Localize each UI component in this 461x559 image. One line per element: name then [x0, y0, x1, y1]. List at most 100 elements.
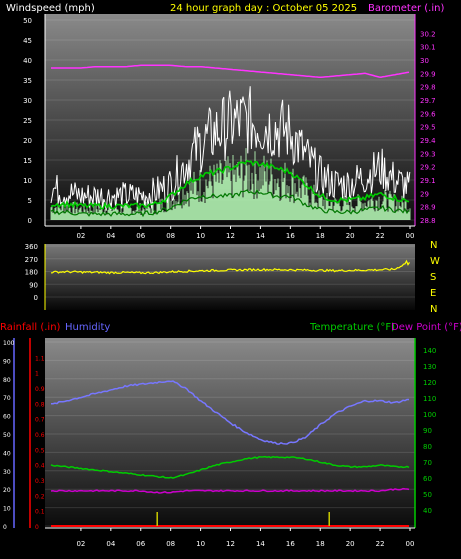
temp-x-axis: 02 04 06 08 10 12 14 16 18 20 22 00: [45, 527, 415, 548]
wind-direction-line: [50, 259, 410, 275]
compass-label: S: [430, 272, 436, 283]
wind-x-tick-label: 16: [286, 232, 295, 240]
rain-tick-label: 0.2: [35, 493, 45, 500]
humidity-axis-title: Humidity: [65, 322, 110, 333]
windspeed-tick-label: 30: [23, 97, 32, 105]
humidity-y-axis: 0 10 20 30 40 50 60 70 80 90 100: [3, 338, 15, 531]
temp-x-tick-label: 04: [106, 540, 115, 548]
direction-y-axis: 0 90 180 270 360: [25, 243, 46, 310]
humidity-tick-label: 80: [3, 377, 11, 384]
windspeed-tick-label: 45: [23, 37, 32, 45]
windspeed-tick-label: 20: [23, 137, 32, 145]
humidity-line: [50, 380, 409, 445]
temperature-tick-label: 80: [423, 443, 432, 451]
temp-grid: [45, 341, 415, 527]
barometer-tick-label: 29.7: [420, 97, 436, 105]
humidity-tick-label: 10: [3, 506, 11, 513]
humidity-tick-label: 30: [3, 469, 11, 476]
wind-series: [50, 64, 411, 220]
barometer-tick-label: 29: [420, 190, 429, 198]
direction-tick-label: 0: [34, 294, 38, 302]
windspeed-tick-label: 25: [23, 117, 32, 125]
barometer-tick-label: 29.5: [420, 124, 436, 132]
windspeed-average-line: [50, 159, 410, 211]
humidity-tick-label: 60: [3, 414, 11, 421]
windspeed-axis-title: Windspeed (mph): [6, 3, 95, 14]
barometer-tick-label: 29.1: [420, 177, 436, 185]
wind-x-axis: 02 04 06 08 10 12 14 16 18 20 22 00: [45, 225, 415, 240]
barometer-tick-label: 29.9: [420, 70, 436, 78]
rain-tick-label: 0.8: [35, 401, 45, 408]
compass-label: W: [430, 256, 440, 267]
temperature-axis-title: Temperature (°F): [309, 322, 395, 333]
rain-tick-label: 0.1: [35, 509, 45, 516]
windspeed-y-axis: 0 5 10 15 20 25 30 35 40 45 50: [23, 14, 46, 226]
chart-title: 24 hour graph day : October 05 2025: [170, 3, 357, 14]
barometer-tick-label: 29.3: [420, 150, 436, 158]
temp-x-tick-label: 08: [166, 540, 175, 548]
temp-plot-area: [45, 338, 415, 528]
barometer-tick-label: 29.8: [420, 84, 436, 92]
barometer-tick-label: 29.4: [420, 137, 436, 145]
rain-tick-label: 0.4: [35, 463, 45, 470]
wind-x-tick-label: 00: [406, 232, 415, 240]
dewpoint-axis-title: Dew Point (°F): [391, 322, 461, 333]
windspeed-tick-label: 0: [28, 217, 32, 225]
temp-x-tick-label: 00: [406, 540, 415, 548]
direction-tick-label: 90: [29, 281, 38, 289]
wind-x-tick-label: 20: [346, 232, 355, 240]
barometer-tick-label: 29.2: [420, 164, 436, 172]
barometer-tick-label: 28.9: [420, 204, 436, 212]
temp-x-tick-label: 14: [256, 540, 265, 548]
humidity-tick-label: 50: [3, 432, 11, 439]
wind-x-tick-label: 12: [226, 232, 235, 240]
rain-tick-label: 0.6: [35, 432, 45, 439]
direction-tick-label: 360: [25, 243, 38, 251]
humidity-tick-label: 90: [3, 358, 11, 365]
rain-tick-label: 0: [35, 524, 39, 531]
rain-y-axis: 0 0.1 0.2 0.3 0.4 0.5 0.6 0.7 0.8 0.9 1 1.1: [29, 338, 45, 531]
direction-grid: [45, 245, 415, 298]
temperature-tick-label: 140: [423, 347, 436, 355]
rainfall-axis-title: Rainfall (.in): [0, 322, 61, 333]
direction-tick-label: 180: [25, 269, 38, 277]
wind-x-tick-label: 08: [166, 232, 175, 240]
wind-x-tick-label: 06: [136, 232, 145, 240]
windspeed-tick-label: 5: [28, 197, 32, 205]
dew-point-line: [50, 487, 410, 494]
temperature-tick-label: 110: [423, 395, 436, 403]
wind-x-tick-label: 04: [106, 232, 115, 240]
barometer-line: [51, 64, 410, 79]
temp-x-tick-label: 10: [196, 540, 205, 548]
temperature-line: [50, 455, 410, 479]
temp-series: [50, 380, 410, 527]
temp-x-tick-label: 02: [76, 540, 85, 548]
barometer-y-axis: 28.8 28.9 29 29.1 29.2 29.3 29.4 29.5 29.6 29.7 29…: [414, 14, 436, 226]
temperature-tick-label: 120: [423, 379, 436, 387]
temp-x-tick-label: 06: [136, 540, 145, 548]
barometer-tick-label: 29.6: [420, 110, 436, 118]
rain-tick-label: 1: [35, 371, 39, 378]
humidity-tick-label: 0: [3, 524, 7, 531]
temperature-tick-label: 90: [423, 427, 432, 435]
temp-x-tick-label: 16: [286, 540, 295, 548]
barometer-axis-title: Barometer (.in): [368, 3, 444, 14]
temp-x-tick-label: 18: [316, 540, 325, 548]
rain-tick-label: 0.9: [35, 386, 45, 393]
rain-tick-label: 0.3: [35, 478, 45, 485]
humidity-tick-label: 100: [3, 340, 15, 347]
temperature-tick-label: 40: [423, 507, 432, 515]
humidity-tick-label: 70: [3, 395, 11, 402]
wind-x-tick-label: 14: [256, 232, 265, 240]
temperature-tick-label: 50: [423, 491, 432, 499]
rain-tick-label: 1.1: [35, 355, 45, 362]
temp-x-tick-label: 20: [346, 540, 355, 548]
humidity-tick-label: 40: [3, 450, 11, 457]
windspeed-tick-label: 15: [23, 157, 32, 165]
direction-series: [50, 259, 410, 275]
direction-plot-area: [45, 244, 415, 310]
barometer-tick-label: 28.8: [420, 217, 436, 225]
direction-tick-label: 270: [25, 256, 38, 264]
